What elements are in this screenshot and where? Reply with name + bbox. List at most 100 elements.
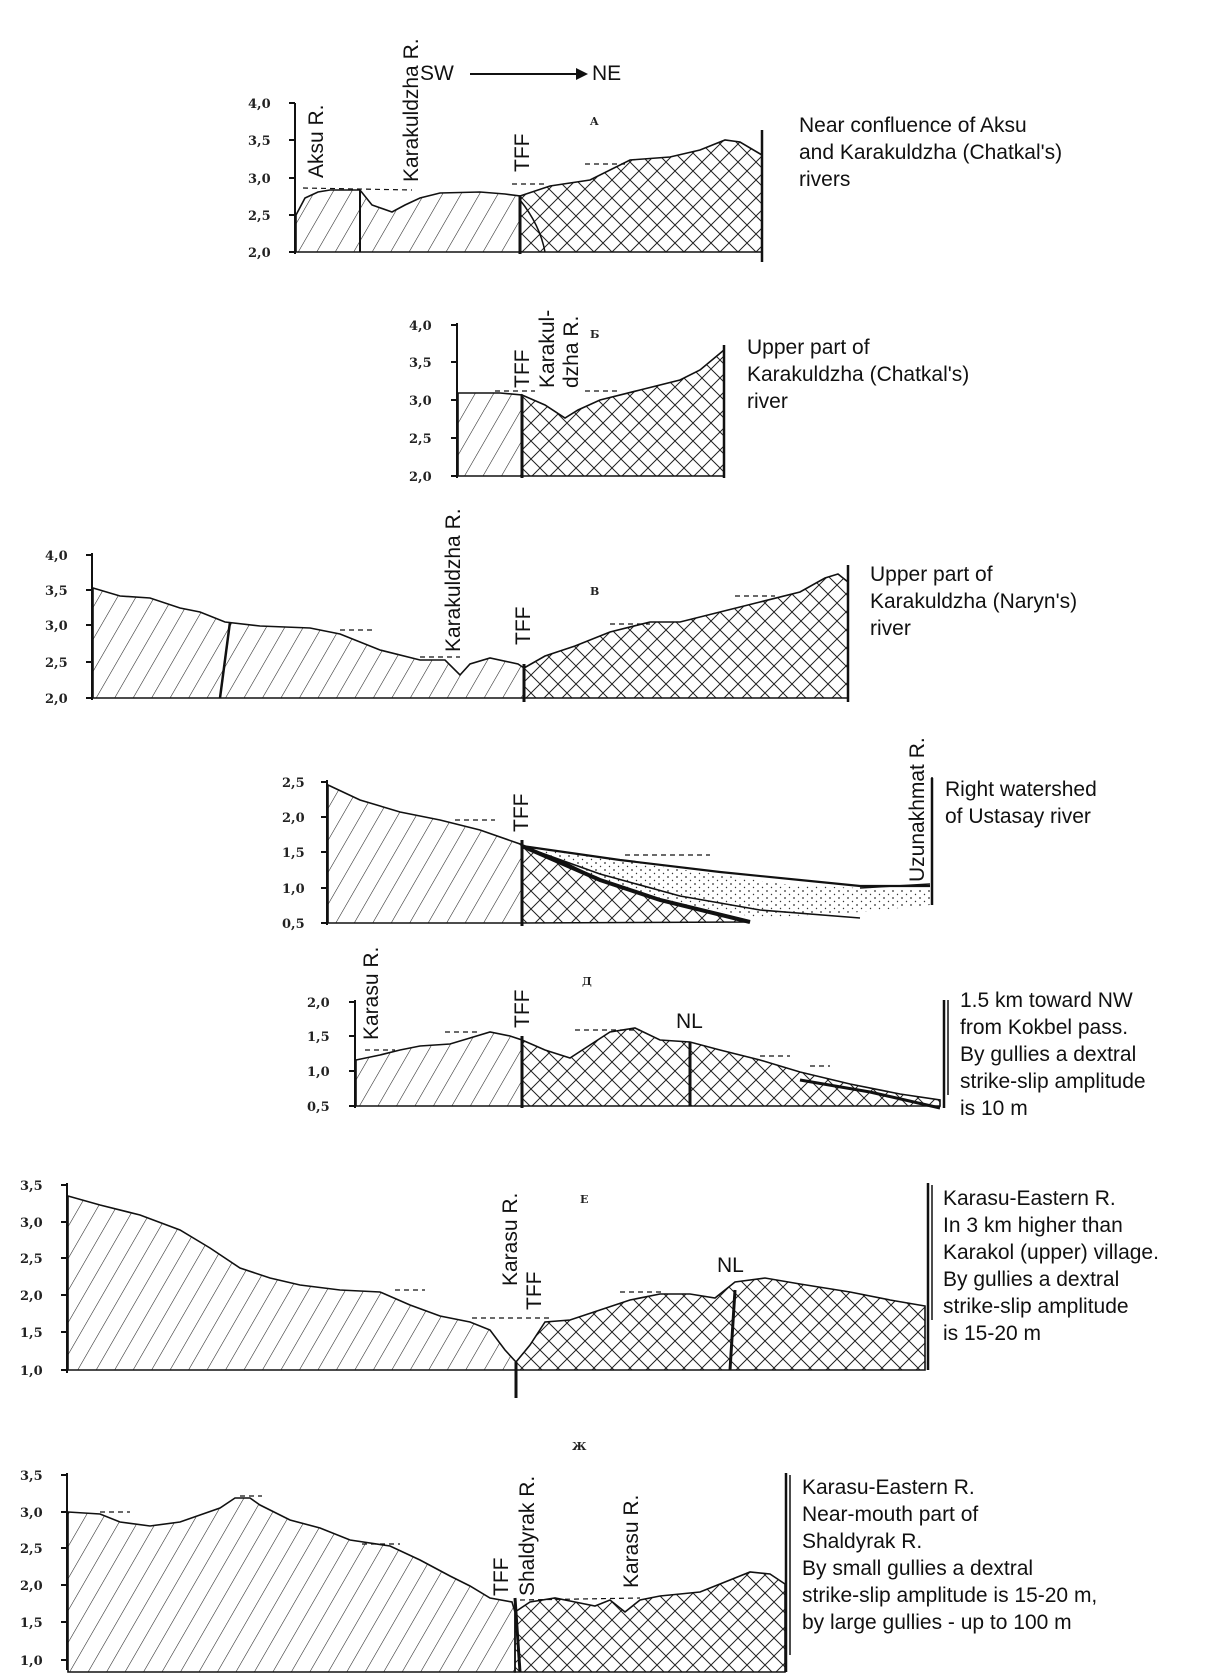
- tick-label: 1,5: [282, 846, 305, 861]
- profile-d-description: 1.5 km toward NW from Kokbel pass. By gu…: [960, 987, 1146, 1122]
- river-label: Karasu R.: [499, 1193, 522, 1286]
- river-label-part1: Karakul-: [536, 310, 559, 388]
- direction-from-label: SW: [420, 62, 454, 85]
- description-line: Shaldyrak R.: [802, 1530, 923, 1553]
- tick-label: 3,5: [45, 584, 68, 599]
- fault-line: [218, 621, 232, 699]
- tick-label: 3,0: [20, 1216, 43, 1231]
- profile-letter: A: [589, 115, 599, 128]
- river-label: Karakuldzha R.: [400, 38, 423, 182]
- tick-label: 1,0: [307, 1065, 330, 1080]
- description-line: Karakol (upper) village.: [943, 1241, 1159, 1264]
- profile-letter: В: [590, 585, 599, 598]
- description-line: Near confluence of Aksu: [799, 114, 1027, 137]
- tick-label: 2,5: [409, 432, 432, 447]
- bedding-line: [521, 845, 861, 919]
- tick-label: 1,5: [20, 1616, 43, 1631]
- description-line: 1.5 km toward NW: [960, 989, 1133, 1012]
- elevation-axis: 2,0 1,5 1,0 0,5: [307, 996, 356, 1115]
- tick-label: 2,5: [20, 1542, 43, 1557]
- fault-label-tff: TFF: [512, 607, 535, 645]
- terrace-marks: [100, 1495, 641, 1601]
- river-label-part2: dzha R.: [560, 316, 583, 388]
- tick-label: 2,0: [409, 470, 432, 485]
- direction-indicator: SW NE: [420, 62, 621, 85]
- terrace-marks: [395, 1289, 665, 1319]
- description-line: By gullies a dextral: [960, 1043, 1137, 1066]
- river-terrace: [859, 883, 931, 889]
- profile-g-description: Right watershed of Ustasay river: [945, 776, 1097, 830]
- fault-label-tff: TFF: [490, 1558, 513, 1596]
- left-block-hatched: [67, 1497, 516, 1673]
- tick-label: 2,0: [307, 996, 330, 1011]
- fault-label-nl: NL: [676, 1010, 703, 1033]
- tick-label: 2,5: [45, 656, 68, 671]
- tick-label: 0,5: [282, 917, 305, 932]
- surface-line: [521, 844, 930, 888]
- description-line: rivers: [799, 168, 851, 191]
- profile-letter: Е: [580, 1193, 588, 1206]
- left-block-hatched: [355, 1031, 523, 1107]
- description-line: Upper part of: [870, 563, 993, 586]
- description-line: By small gullies a dextral: [802, 1557, 1034, 1580]
- tick-label: 4,0: [409, 319, 432, 334]
- tick-label: 3,5: [20, 1469, 43, 1484]
- profile-zh-description: Karasu-Eastern R. Near-mouth part of Sha…: [802, 1474, 1097, 1636]
- left-block-hatched: [67, 1194, 517, 1371]
- fault-label-nl: NL: [717, 1254, 744, 1277]
- terrace-marks: [455, 819, 710, 856]
- profile-b: 4,0 3,5 3,0 2,5 2,0 Б TFF Karakul- dzha …: [409, 310, 726, 485]
- fault-line: [513, 1597, 522, 1673]
- profile-zh: 3,5 3,0 2,5 2,0 1,5 1,0 Ж TFF Shaldyrak …: [20, 1440, 788, 1673]
- description-line: strike-slip amplitude: [960, 1070, 1146, 1093]
- tick-label: 1,0: [20, 1654, 43, 1669]
- description-line: is 15-20 m: [943, 1322, 1042, 1345]
- tick-label: 2,0: [45, 692, 68, 707]
- profile-g: 2,5 2,0 1,5 1,0 0,5 TFF Uzunakhmat R.: [282, 737, 934, 932]
- profile-d: 2,0 1,5 1,0 0,5 Д Karasu R. TFF NL: [307, 947, 946, 1115]
- river-label: Karasu R.: [620, 1495, 643, 1588]
- profile-v-description: Upper part of Karakuldzha (Naryn's) rive…: [870, 561, 1077, 642]
- fault-label-tff: TFF: [511, 134, 534, 172]
- profile-a-description: Near confluence of Aksu and Karakuldzha …: [799, 112, 1062, 193]
- tick-label: 4,0: [45, 549, 68, 564]
- elevation-axis: 4,0 3,5 3,0 2,5 2,0: [248, 97, 296, 261]
- thrust-line: [799, 1078, 941, 1110]
- tick-label: 2,5: [20, 1252, 43, 1267]
- profile-v: 4,0 3,5 3,0 2,5 2,0 В Karakuldzha R. TFF: [45, 508, 850, 707]
- terrace-marks: [302, 163, 625, 191]
- river-label: Karasu R.: [360, 947, 383, 1040]
- elevation-axis: 4,0 3,5 3,0 2,5 2,0: [409, 319, 458, 485]
- terrace-marks: [340, 595, 775, 658]
- description-brackets: [789, 777, 949, 1655]
- river-label: Karakuldzha R.: [442, 508, 465, 652]
- tick-label: 1,0: [282, 882, 305, 897]
- arrow-right-icon: [576, 68, 588, 80]
- tick-label: 2,0: [20, 1289, 43, 1304]
- tick-label: 1,5: [20, 1326, 43, 1341]
- right-block-crosshatched: [514, 1571, 786, 1673]
- description-line: Upper part of: [747, 336, 870, 359]
- tick-label: 4,0: [248, 97, 271, 112]
- fault-line-nl: [728, 1289, 737, 1371]
- tick-label: 3,5: [409, 356, 432, 371]
- tick-label: 0,5: [307, 1100, 330, 1115]
- river-label: Uzunakhmat R.: [906, 737, 929, 882]
- profile-e: 3,5 3,0 2,5 2,0 1,5 1,0 Е Karasu R. TFF …: [20, 1179, 930, 1398]
- description-line: Right watershed: [945, 778, 1097, 801]
- left-block-hatched: [327, 783, 523, 924]
- description-line: river: [747, 390, 788, 413]
- fault-label-tff: TFF: [511, 990, 534, 1028]
- tick-label: 1,0: [20, 1364, 43, 1379]
- elevation-axis: 3,5 3,0 2,5 2,0 1,5 1,0: [20, 1469, 68, 1670]
- tick-label: 3,0: [20, 1506, 43, 1521]
- profile-letter: Б: [590, 328, 599, 341]
- right-block-crosshatched: [523, 573, 849, 699]
- description-line: and Karakuldzha (Chatkal's): [799, 141, 1063, 164]
- description-line: By gullies a dextral: [943, 1268, 1120, 1291]
- description-line: is 10 m: [960, 1097, 1028, 1120]
- right-block-crosshatched: [519, 139, 763, 253]
- tick-label: 3,0: [409, 394, 432, 409]
- direction-to-label: NE: [592, 62, 621, 85]
